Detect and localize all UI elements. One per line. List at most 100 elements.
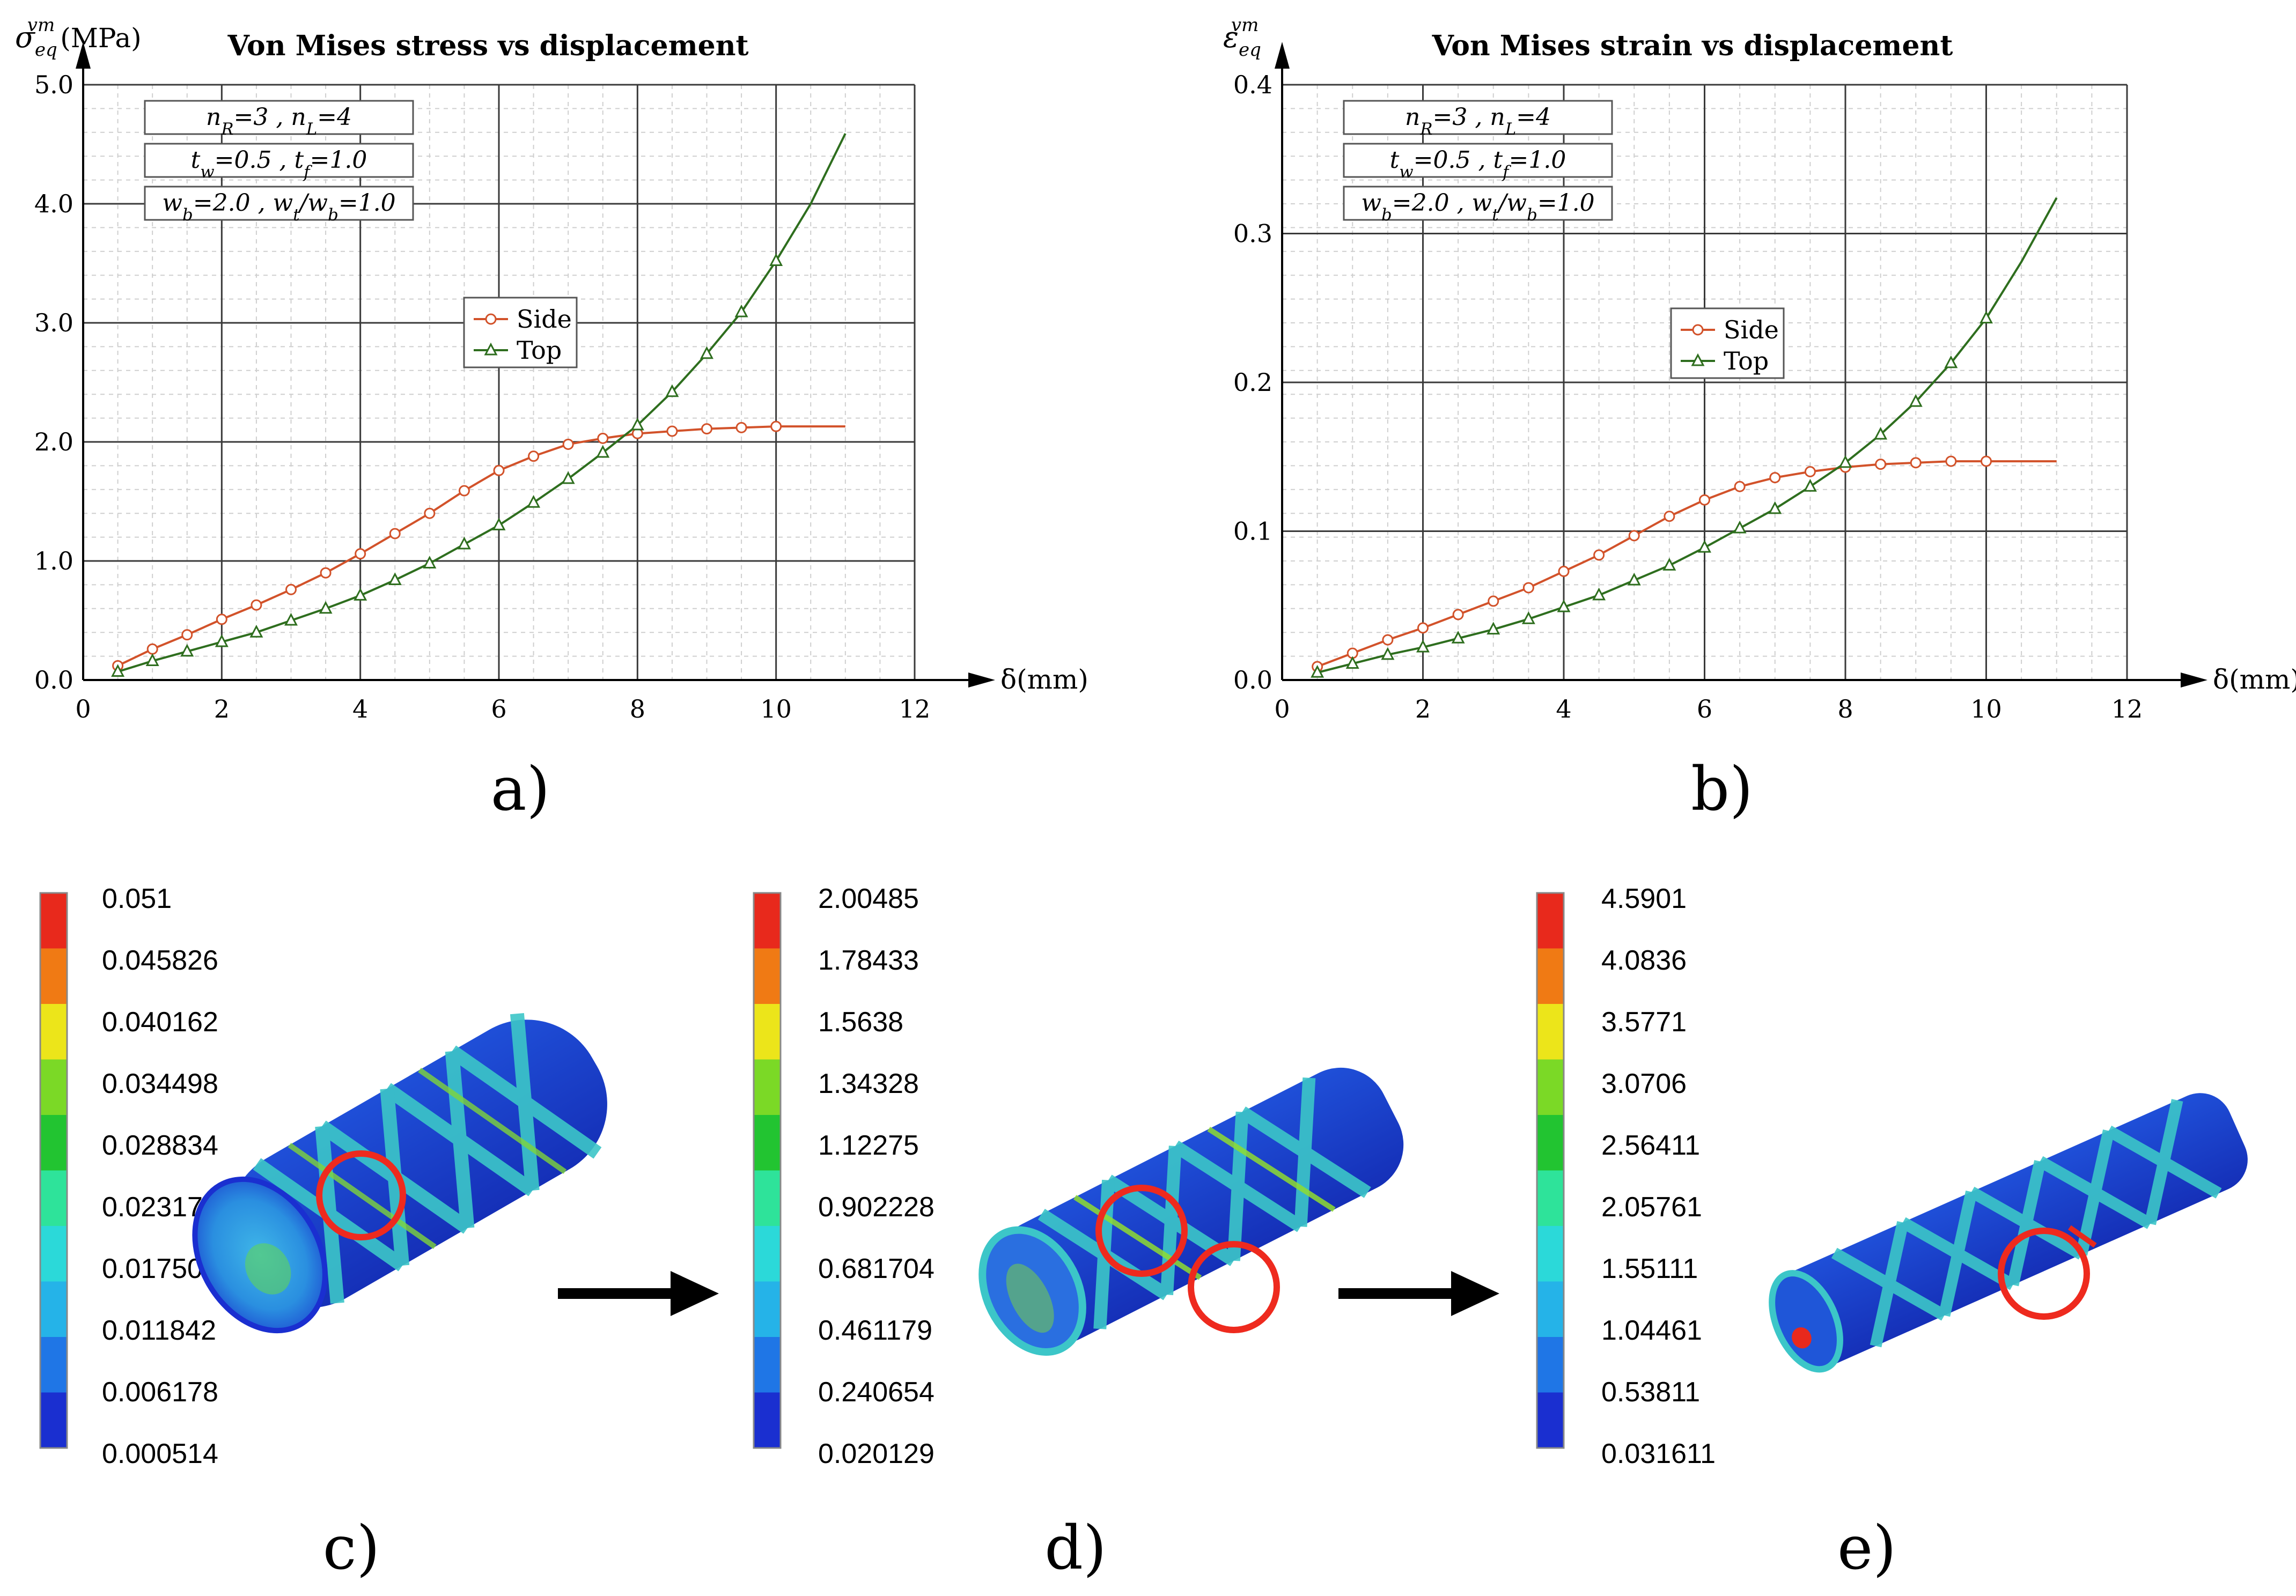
x-tick-label: 4	[1556, 694, 1571, 723]
y-axis-label: σeqvm (MPa)	[15, 14, 142, 61]
data-point-side	[216, 614, 227, 625]
data-point-side	[181, 629, 193, 641]
colorbar-label: 4.0836	[1601, 945, 1687, 976]
colorbar-segment	[1537, 1392, 1564, 1448]
colorbar-label: 0.000514	[102, 1438, 218, 1469]
y-axis-arrow	[1275, 42, 1290, 69]
y-tick-label: 1.0	[34, 546, 73, 575]
data-point-top	[1979, 311, 1993, 324]
y-tick-label: 0.2	[1233, 368, 1272, 397]
colorbar-segment	[754, 1004, 781, 1060]
colorbar-c: 0.051 0.045826 0.040162 0.034498 0.028834 0.0…	[39, 883, 218, 1469]
colorbar-segment	[1537, 948, 1564, 1004]
y-tick-label: 0.0	[34, 666, 73, 694]
x-tick-label: 12	[899, 694, 931, 723]
colorbar-segment	[754, 948, 781, 1004]
data-point-top	[284, 612, 298, 626]
legend-label-top: Top	[1724, 346, 1769, 375]
highlight-circle-e	[1998, 1228, 2090, 1320]
data-point-side	[1804, 466, 1816, 477]
data-point-side	[1699, 494, 1710, 506]
data-point-top	[1345, 656, 1359, 669]
data-point-top	[1768, 501, 1782, 514]
x-tick-label: 0	[1274, 694, 1290, 723]
param-box	[144, 186, 414, 221]
data-point-side	[1488, 595, 1499, 607]
data-point-side	[1382, 634, 1394, 646]
y-tick-label: 4.0	[34, 189, 73, 218]
colorbar-label: 0.031611	[1601, 1438, 1716, 1469]
legend-label-top: Top	[517, 336, 562, 365]
legend-label-side: Side	[517, 305, 572, 334]
legend-marker-top	[1691, 353, 1705, 366]
data-point-top	[1803, 479, 1817, 492]
colorbar-frame	[39, 892, 68, 1449]
data-point-side	[701, 423, 712, 435]
y-axis-arrow	[76, 42, 91, 69]
colorbar-segment	[40, 893, 67, 949]
x-axis-arrow	[2181, 673, 2207, 688]
data-point-side	[1875, 459, 1887, 470]
colorbar-label: 1.12275	[818, 1130, 919, 1161]
data-point-side	[424, 507, 436, 519]
x-axis-arrow	[968, 673, 995, 688]
data-point-top	[527, 494, 541, 508]
data-point-side	[1910, 457, 1922, 469]
data-point-side	[735, 422, 747, 433]
highlight-circle-d1	[1095, 1185, 1188, 1277]
data-point-side	[493, 464, 505, 476]
chart-title: Von Mises stress vs displacement	[227, 29, 748, 62]
colorbar-label: 2.00485	[818, 883, 919, 914]
param-text: tw=0.5 , tf=1.0	[1390, 146, 1566, 182]
data-point-top	[596, 445, 610, 458]
highlight-circle-c	[316, 1150, 406, 1240]
param-text: wb=2.0 , wt/wb=1.0	[1361, 189, 1594, 225]
y-tick-label: 0.4	[1233, 70, 1272, 99]
colorbar-segment	[1537, 893, 1564, 949]
x-tick-label: 10	[760, 694, 792, 723]
colorbar-label: 0.028834	[102, 1130, 218, 1161]
colorbar-label: 0.051	[102, 883, 172, 914]
stent-render-e	[1769, 1093, 2248, 1373]
data-point-top	[492, 518, 506, 530]
colorbar-label: 0.006178	[102, 1377, 218, 1408]
x-tick-label: 0	[75, 694, 91, 723]
param-box	[1343, 100, 1613, 135]
arrow-d-to-e	[1338, 1271, 1499, 1316]
colorbar-label: 0.020129	[818, 1438, 934, 1469]
data-point-side	[1664, 511, 1675, 522]
data-point-side	[1945, 455, 1957, 467]
colorbar-segment	[40, 1337, 67, 1393]
colorbar-label: 0.681704	[818, 1253, 934, 1284]
x-tick-label: 8	[1837, 694, 1853, 723]
series-line-top	[1317, 197, 2058, 674]
y-tick-label: 0.1	[1233, 517, 1272, 546]
panel-label-e: e)	[1837, 1513, 1896, 1583]
colorbar-label: 0.240654	[818, 1377, 934, 1408]
colorbar-segment	[1537, 1226, 1564, 1282]
data-point-top	[1416, 639, 1430, 653]
param-text: nR=3 , nL=4	[1405, 104, 1551, 139]
colorbar-frame	[1536, 892, 1565, 1449]
legend-box	[463, 297, 578, 368]
colorbar-segment	[754, 1226, 781, 1282]
colorbar-label: 0.902228	[818, 1192, 934, 1223]
data-point-top	[423, 556, 437, 568]
colorbar-label: 1.5638	[818, 1007, 903, 1038]
colorbar-segment	[754, 1059, 781, 1115]
data-point-side	[770, 420, 782, 432]
colorbar-segment	[1537, 1115, 1564, 1171]
data-point-top	[1909, 394, 1923, 407]
colorbar-label: 1.04461	[1601, 1315, 1702, 1346]
data-point-side	[146, 643, 158, 655]
y-tick-label: 0.0	[1233, 666, 1272, 694]
data-point-top	[1381, 647, 1395, 660]
data-point-top	[249, 624, 263, 638]
data-point-side	[562, 438, 574, 450]
colorbar-segment	[40, 1392, 67, 1448]
colorbar-label: 1.34328	[818, 1068, 919, 1099]
data-point-side	[1981, 455, 1992, 467]
y-tick-label: 2.0	[34, 427, 73, 456]
colorbar-label: 3.5771	[1601, 1007, 1687, 1038]
